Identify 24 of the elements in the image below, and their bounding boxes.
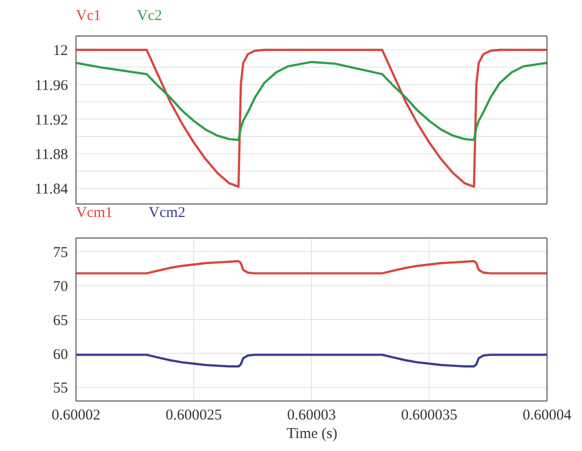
y-tick-label: 11.84 bbox=[34, 182, 68, 198]
y-tick-label: 55 bbox=[53, 380, 68, 397]
y-tick-label: 60 bbox=[53, 346, 68, 363]
x-axis-title: Time (s) bbox=[286, 426, 338, 443]
y-tick-label: 70 bbox=[53, 278, 68, 295]
line-series bbox=[76, 48, 547, 188]
y-tick-label: 11.88 bbox=[34, 147, 68, 164]
x-tick-label: 0.60003 bbox=[287, 408, 336, 424]
y-tick-label: 12 bbox=[53, 43, 68, 60]
series-label: Vc1 bbox=[76, 8, 101, 25]
text: Vc2 bbox=[137, 8, 162, 25]
line-series bbox=[76, 354, 547, 368]
x-tick-label: 0.600025 bbox=[166, 408, 222, 424]
x-tick-label: 0.60002 bbox=[52, 408, 100, 424]
text: Vcm2 bbox=[148, 205, 186, 222]
line-series bbox=[76, 260, 547, 274]
y-tick-label: 11.96 bbox=[34, 78, 68, 94]
y-tick-label: 11.92 bbox=[34, 112, 68, 128]
x-tick-label: 0.600035 bbox=[401, 408, 458, 424]
x-tick-label: 0.60004 bbox=[522, 408, 572, 424]
y-tick-label: 65 bbox=[53, 312, 68, 329]
line-series bbox=[76, 60, 547, 142]
y-tick-label: 75 bbox=[53, 244, 68, 261]
text: Vcm1 bbox=[76, 205, 113, 222]
